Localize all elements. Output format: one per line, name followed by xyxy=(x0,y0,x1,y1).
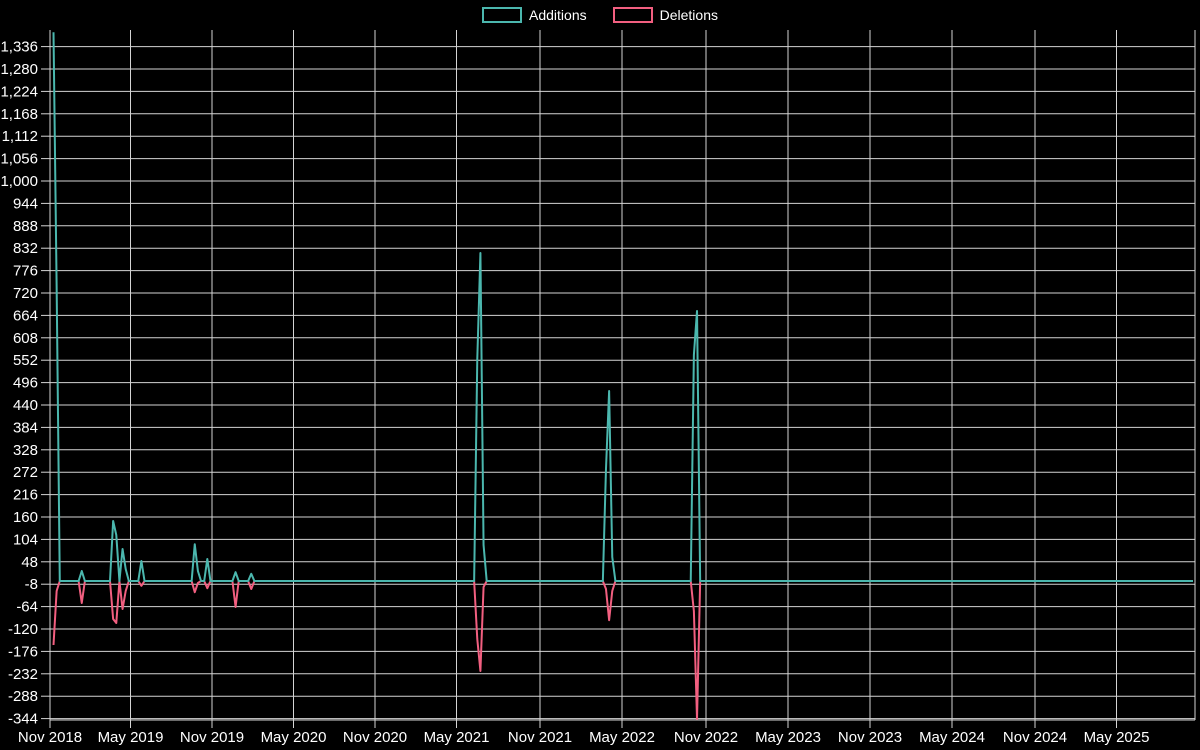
x-tick-label: May 2023 xyxy=(755,729,821,746)
y-tick-label: -120 xyxy=(8,621,38,638)
y-tick-label: 216 xyxy=(13,487,38,504)
additions-legend-label: Additions xyxy=(529,7,587,23)
x-tick-label: May 2020 xyxy=(261,729,327,746)
y-tick-label: 496 xyxy=(13,375,38,392)
legend-item-deletions[interactable]: Deletions xyxy=(612,7,718,23)
y-tick-label: 664 xyxy=(13,307,38,324)
x-tick-label: May 2019 xyxy=(98,729,164,746)
deletions-swatch xyxy=(612,7,653,23)
y-tick-label: 552 xyxy=(13,352,38,369)
y-tick-label: -176 xyxy=(8,643,38,660)
x-tick-label: Nov 2021 xyxy=(508,729,572,746)
y-tick-label: -8 xyxy=(25,576,38,593)
y-tick-label: 384 xyxy=(13,419,38,436)
x-tick-label: May 2025 xyxy=(1084,729,1150,746)
legend-item-additions[interactable]: Additions xyxy=(482,7,587,23)
y-tick-label: -64 xyxy=(16,599,38,616)
y-tick-label: 328 xyxy=(13,442,38,459)
x-tick-label: May 2024 xyxy=(919,729,985,746)
y-tick-label: 832 xyxy=(13,240,38,257)
additions-line xyxy=(52,32,1193,582)
y-tick-label: -344 xyxy=(8,711,38,728)
y-tick-label: 1,056 xyxy=(0,151,38,168)
x-tick-label: Nov 2019 xyxy=(180,729,244,746)
y-tick-label: 944 xyxy=(13,195,38,212)
y-tick-label: 160 xyxy=(13,509,38,526)
chart-legend: Additions Deletions xyxy=(0,7,1200,23)
y-tick-label: 888 xyxy=(13,218,38,235)
y-tick-label: 720 xyxy=(13,285,38,302)
y-tick-label: 1,112 xyxy=(2,128,38,145)
y-tick-label: 1,224 xyxy=(0,83,38,100)
additions-swatch xyxy=(482,7,523,23)
y-tick-label: 104 xyxy=(13,531,38,548)
y-tick-label: 776 xyxy=(13,263,38,280)
x-tick-label: Nov 2022 xyxy=(674,729,738,746)
x-tick-label: Nov 2020 xyxy=(343,729,407,746)
y-tick-label: -232 xyxy=(8,666,38,683)
x-tick-label: Nov 2023 xyxy=(838,729,902,746)
y-tick-label: 1,280 xyxy=(0,61,38,78)
x-tick-label: May 2022 xyxy=(589,729,655,746)
y-tick-label: 1,168 xyxy=(0,106,38,123)
x-tick-label: Nov 2018 xyxy=(18,729,82,746)
x-tick-label: Nov 2024 xyxy=(1003,729,1067,746)
y-tick-label: 1,336 xyxy=(0,39,38,56)
deletions-line xyxy=(52,580,1193,720)
y-tick-label: 272 xyxy=(13,464,38,481)
deletions-legend-label: Deletions xyxy=(659,7,718,23)
y-tick-label: 608 xyxy=(13,330,38,347)
y-tick-label: 440 xyxy=(13,397,38,414)
y-tick-label: -288 xyxy=(8,688,38,705)
y-tick-label: 48 xyxy=(21,554,38,571)
y-tick-label: 1,000 xyxy=(0,173,38,190)
x-tick-label: May 2021 xyxy=(424,729,490,746)
